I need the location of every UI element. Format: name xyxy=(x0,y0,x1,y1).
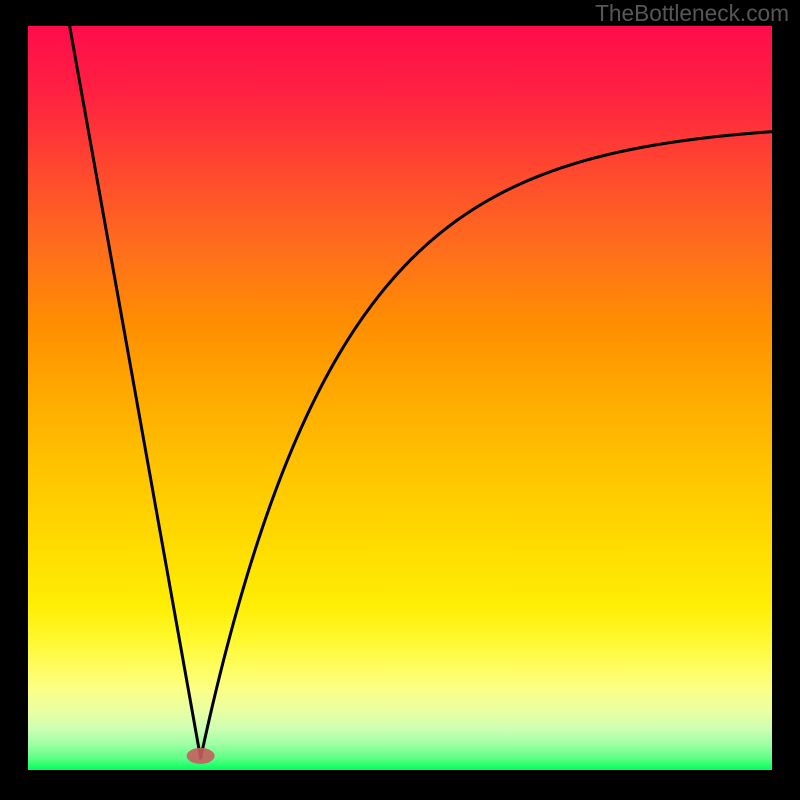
gradient-background xyxy=(28,26,772,770)
chart-container: TheBottleneck.com xyxy=(0,0,800,800)
watermark-text: TheBottleneck.com xyxy=(595,0,789,27)
plot-svg xyxy=(28,26,772,770)
plot-area xyxy=(28,26,772,770)
optimum-marker xyxy=(187,748,215,764)
